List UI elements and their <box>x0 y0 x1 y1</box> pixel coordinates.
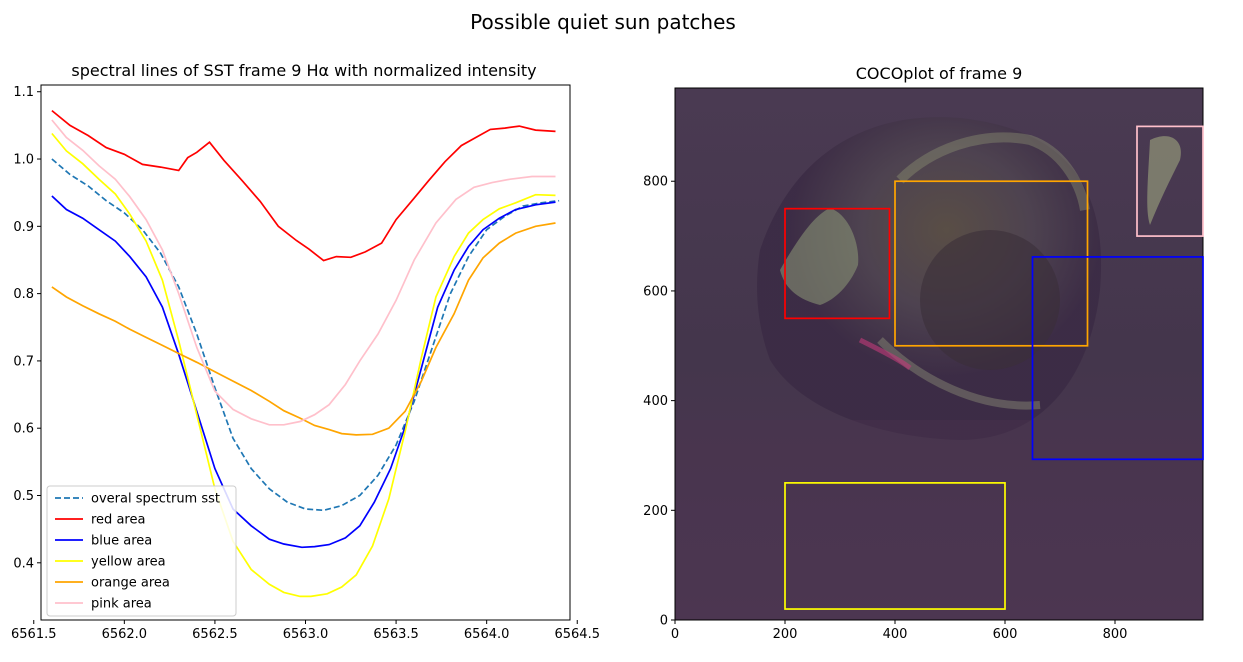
legend: overal spectrum sst red area blue area yell… <box>46 485 237 617</box>
series-line-orange-area <box>51 222 556 436</box>
left-x-axis: 6561.5 6562.0 6562.5 6563.0 6563.5 6564.0 6564… <box>11 620 600 642</box>
legend-label: pink area <box>91 597 152 612</box>
bright-ribbon-lower <box>877 337 1041 410</box>
cocoplot-image <box>675 88 1203 620</box>
left-panel: spectral lines of SST frame 9 Hα with no… <box>11 61 600 642</box>
bright-ribbon-left <box>780 208 859 305</box>
x-tick-label: 6563.5 <box>373 627 419 642</box>
x-tick-label: 6562.5 <box>192 627 238 642</box>
y-tick-label: 200 <box>643 504 668 519</box>
right-panel: COCOplot of frame 9 0 200 400 600 800 0 200 40… <box>643 64 1204 642</box>
x-tick-label: 6563.0 <box>283 627 329 642</box>
x-tick-label: 600 <box>993 627 1018 642</box>
region-box-orange-area <box>894 180 1089 347</box>
y-tick-label: 1.0 <box>13 153 34 168</box>
series-line-red-area <box>51 109 556 262</box>
sunspot-umbra <box>920 230 1060 370</box>
right-panel-title: COCOplot of frame 9 <box>856 64 1023 83</box>
y-tick-label: 600 <box>643 284 668 299</box>
x-tick-label: 6561.5 <box>11 627 57 642</box>
left-panel-title: spectral lines of SST frame 9 Hα with no… <box>71 61 536 80</box>
legend-label: blue area <box>91 534 152 549</box>
x-tick-label: 400 <box>883 627 908 642</box>
series-line-blue-area <box>51 195 556 549</box>
x-tick-label: 0 <box>671 627 679 642</box>
region-box-yellow-area <box>784 482 1006 610</box>
y-tick-label: 400 <box>643 394 668 409</box>
bright-ribbon-pink-patch <box>1147 136 1181 225</box>
legend-label: red area <box>91 513 145 528</box>
bright-ribbon-arc <box>896 132 1090 211</box>
y-tick-label: 0 <box>660 614 668 629</box>
x-tick-label: 6564.0 <box>464 627 510 642</box>
region-box-red-area <box>784 207 891 320</box>
y-tick-label: 1.1 <box>13 85 34 100</box>
right-y-axis: 0 200 400 600 800 <box>643 175 675 629</box>
y-tick-label: 0.4 <box>13 556 34 571</box>
legend-label: orange area <box>91 576 170 591</box>
legend-label: overal spectrum sst <box>91 492 220 507</box>
magenta-emission <box>858 337 912 370</box>
series-line-pink-area <box>51 119 556 426</box>
x-tick-label: 6564.5 <box>554 627 600 642</box>
right-x-axis: 0 200 400 600 800 <box>671 620 1128 642</box>
y-tick-label: 0.9 <box>13 220 34 235</box>
y-tick-label: 0.8 <box>13 287 34 302</box>
series-line-yellow-area <box>51 132 556 598</box>
left-plot-lines <box>51 109 560 598</box>
figure-suptitle: Possible quiet sun patches <box>470 10 736 34</box>
y-tick-label: 0.7 <box>13 354 34 369</box>
region-rectangles <box>784 125 1204 610</box>
region-box-pink-area <box>1136 125 1204 237</box>
x-tick-label: 6562.0 <box>102 627 148 642</box>
y-tick-label: 0.5 <box>13 489 34 504</box>
x-tick-label: 800 <box>1103 627 1128 642</box>
legend-label: yellow area <box>91 555 166 570</box>
y-tick-label: 800 <box>643 175 668 190</box>
y-tick-label: 0.6 <box>13 422 34 437</box>
x-tick-label: 200 <box>773 627 798 642</box>
left-y-axis: 0.4 0.5 0.6 0.7 0.8 0.9 1.0 1.1 <box>13 85 41 571</box>
legend-box <box>46 485 237 617</box>
region-box-blue-area <box>1031 256 1204 461</box>
